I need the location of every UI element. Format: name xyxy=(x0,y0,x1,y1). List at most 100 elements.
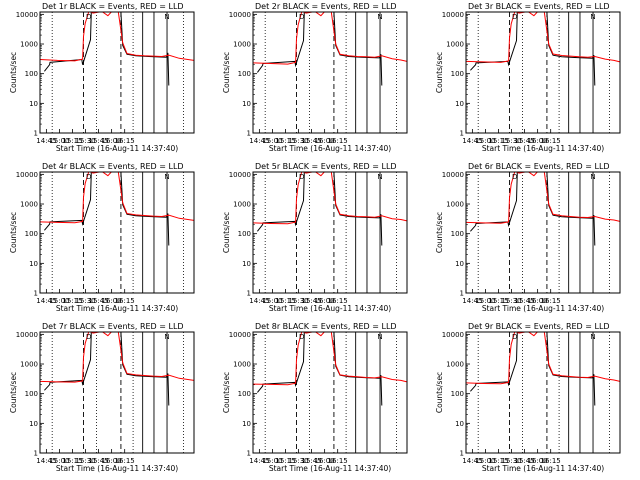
y-tick-label: 10 xyxy=(242,420,251,428)
y-tick-label: 10 xyxy=(455,420,464,428)
x-tick-label: 16:15 xyxy=(541,457,561,465)
x-tick-label: 15:15 xyxy=(488,297,508,305)
x-axis-label: Start Time (16-Aug-11 14:37:40) xyxy=(56,144,178,153)
chart-title: Det 6r BLACK = Events, RED = LLD xyxy=(468,162,610,171)
detector-panel-4: Det 4r BLACK = Events, RED = LLD 1 10 100 10… xyxy=(0,160,213,320)
series-lld xyxy=(39,331,195,383)
marker-n: N xyxy=(377,333,382,341)
y-tick-label: 100 xyxy=(25,390,38,398)
plot-frame xyxy=(39,171,195,294)
y-tick-label: 1 xyxy=(34,130,38,138)
x-axis-label: Start Time (16-Aug-11 14:37:40) xyxy=(269,144,391,153)
detector-panel-3: Det 3r BLACK = Events, RED = LLD 1 10 100 10… xyxy=(426,0,639,160)
x-tick-label: 16:15 xyxy=(328,137,348,145)
marker-d: D xyxy=(512,173,517,181)
x-axis-label: Start Time (16-Aug-11 14:37:40) xyxy=(482,144,604,153)
marker-n: N xyxy=(590,173,595,181)
x-tick-label: 14:45 xyxy=(36,457,56,465)
series-events xyxy=(256,11,383,86)
x-tick-label: 15:45 xyxy=(514,137,534,145)
x-tick-label: 15:15 xyxy=(62,457,82,465)
x-tick-label: 15:00 xyxy=(49,457,69,465)
x-tick-label: 16:15 xyxy=(115,137,135,145)
x-tick-label: 15:15 xyxy=(275,297,295,305)
marker-n: N xyxy=(164,173,169,181)
series-events xyxy=(44,171,170,246)
y-tick-label: 100 xyxy=(451,230,464,238)
x-tick-label: 15:45 xyxy=(301,137,321,145)
x-tick-label: 14:45 xyxy=(36,137,56,145)
x-tick-label: 15:00 xyxy=(262,137,282,145)
detector-chart-svg: Det 7r BLACK = Events, RED = LLD 1 10 100 10… xyxy=(9,322,195,473)
y-tick-label: 100 xyxy=(238,70,251,78)
y-tick-label: 1 xyxy=(460,130,464,138)
detector-chart-svg: Det 9r BLACK = Events, RED = LLD 1 10 100 10… xyxy=(435,322,621,473)
series-events xyxy=(470,11,596,86)
x-tick-label: 16:00 xyxy=(102,457,122,465)
x-tick-label: 16:15 xyxy=(328,297,348,305)
x-tick-label: 15:45 xyxy=(88,457,108,465)
x-tick-label: 14:45 xyxy=(462,297,482,305)
x-tick-label: 16:00 xyxy=(102,137,122,145)
x-tick-label: 15:30 xyxy=(501,137,521,145)
y-axis-label: Counts/sec xyxy=(9,52,18,93)
y-tick-label: 1000 xyxy=(233,41,251,49)
y-tick-label: 1 xyxy=(460,290,464,298)
marker-d: D xyxy=(86,333,91,341)
plot-frame xyxy=(39,11,195,134)
series-lld xyxy=(39,171,195,224)
y-tick-label: 100 xyxy=(238,390,251,398)
y-tick-label: 1 xyxy=(34,290,38,298)
x-tick-label: 15:30 xyxy=(288,457,308,465)
y-tick-label: 10000 xyxy=(229,11,251,19)
x-tick-label: 14:45 xyxy=(249,457,269,465)
x-tick-label: 16:00 xyxy=(315,137,335,145)
chart-title: Det 2r BLACK = Events, RED = LLD xyxy=(255,2,397,11)
detector-chart-svg: Det 4r BLACK = Events, RED = LLD 1 10 100 10… xyxy=(9,162,195,313)
detector-panel-5: Det 5r BLACK = Events, RED = LLD 1 10 100 10… xyxy=(213,160,426,320)
marker-d: D xyxy=(86,173,91,181)
detector-chart-svg: Det 3r BLACK = Events, RED = LLD 1 10 100 10… xyxy=(435,2,621,153)
x-tick-label: 16:00 xyxy=(102,297,122,305)
y-tick-label: 10 xyxy=(242,260,251,268)
x-axis-label: Start Time (16-Aug-11 14:37:40) xyxy=(269,464,391,473)
marker-n: N xyxy=(164,13,169,21)
marker-n: N xyxy=(590,13,595,21)
y-tick-label: 100 xyxy=(451,390,464,398)
x-tick-label: 15:00 xyxy=(262,297,282,305)
series-lld xyxy=(465,11,621,63)
x-axis-label: Start Time (16-Aug-11 14:37:40) xyxy=(482,464,604,473)
marker-d: D xyxy=(512,333,517,341)
marker-d: D xyxy=(512,13,517,21)
y-tick-label: 1 xyxy=(247,130,251,138)
series-events xyxy=(44,331,170,406)
x-tick-label: 16:15 xyxy=(115,457,135,465)
series-events xyxy=(257,171,383,246)
y-tick-label: 1000 xyxy=(446,41,464,49)
x-tick-label: 15:45 xyxy=(301,457,321,465)
y-tick-label: 10 xyxy=(455,260,464,268)
series-events xyxy=(470,331,596,406)
series-events xyxy=(257,331,383,406)
y-tick-label: 1000 xyxy=(20,361,38,369)
y-axis-label: Counts/sec xyxy=(222,212,231,253)
y-tick-label: 1000 xyxy=(20,41,38,49)
series-events xyxy=(470,171,596,246)
y-tick-label: 10000 xyxy=(16,171,38,179)
x-tick-label: 15:30 xyxy=(501,297,521,305)
x-tick-label: 15:15 xyxy=(275,457,295,465)
marker-n: N xyxy=(590,333,595,341)
x-tick-label: 15:45 xyxy=(88,297,108,305)
series-lld xyxy=(252,331,408,386)
plot-frame xyxy=(252,11,408,134)
plot-frame xyxy=(252,331,408,454)
y-tick-label: 100 xyxy=(238,230,251,238)
plot-frame xyxy=(465,11,621,134)
y-tick-label: 10 xyxy=(242,100,251,108)
x-tick-label: 16:15 xyxy=(328,457,348,465)
x-tick-label: 14:45 xyxy=(36,297,56,305)
y-tick-label: 1000 xyxy=(446,201,464,209)
y-tick-label: 10000 xyxy=(442,171,464,179)
y-tick-label: 1 xyxy=(34,450,38,458)
